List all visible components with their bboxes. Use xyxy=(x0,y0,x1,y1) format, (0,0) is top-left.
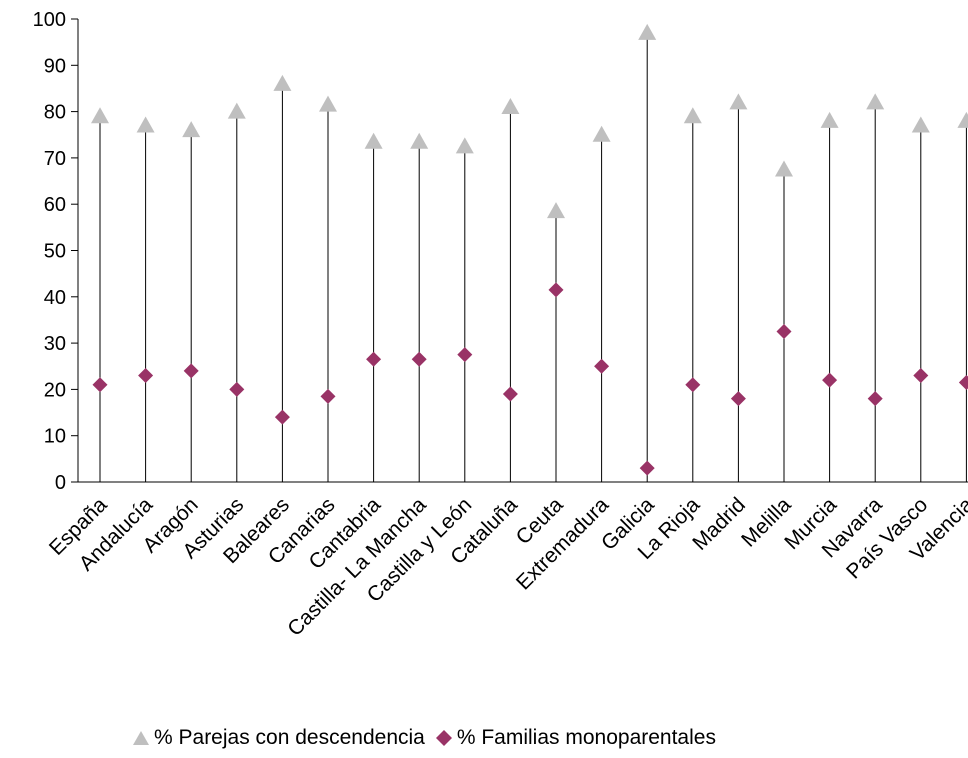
y-tick-label: 40 xyxy=(44,287,66,309)
legend-label-monoparentales: % Familias monoparentales xyxy=(456,726,716,749)
point-parejas xyxy=(957,111,968,128)
y-tick-label: 20 xyxy=(44,379,66,401)
point-monoparentales xyxy=(639,460,655,476)
x-category-label: Madrid xyxy=(688,493,750,555)
point-monoparentales xyxy=(685,377,701,393)
point-monoparentales xyxy=(457,347,473,363)
diamond-icon xyxy=(435,730,452,746)
point-monoparentales xyxy=(411,351,427,367)
point-monoparentales xyxy=(274,409,290,425)
point-parejas xyxy=(729,93,748,110)
point-parejas xyxy=(319,95,337,112)
point-parejas xyxy=(136,116,155,133)
y-tick-label: 90 xyxy=(44,55,66,77)
y-tick-label: 100 xyxy=(33,9,66,31)
y-tick-label: 70 xyxy=(44,148,66,170)
point-parejas xyxy=(683,107,702,124)
point-parejas xyxy=(91,107,109,124)
point-monoparentales xyxy=(229,381,245,397)
y-tick-label: 50 xyxy=(44,241,66,263)
point-parejas xyxy=(547,202,565,219)
legend-label-parejas: % Parejas con descendencia xyxy=(154,726,425,749)
y-tick-label: 80 xyxy=(44,102,66,124)
point-monoparentales xyxy=(958,374,968,390)
point-parejas xyxy=(911,116,930,133)
point-monoparentales xyxy=(730,391,746,407)
legend-marker-triangle xyxy=(133,731,149,745)
point-parejas xyxy=(273,74,292,91)
point-parejas xyxy=(592,125,611,142)
point-monoparentales xyxy=(92,377,108,393)
triangle-icon xyxy=(133,731,149,745)
y-tick-label: 30 xyxy=(44,333,66,355)
legend-marker-diamond xyxy=(435,730,452,746)
point-monoparentales xyxy=(822,372,838,388)
point-monoparentales xyxy=(502,386,518,402)
y-tick-label: 0 xyxy=(55,472,66,494)
point-monoparentales xyxy=(594,358,610,374)
point-monoparentales xyxy=(548,282,564,298)
point-parejas xyxy=(227,102,246,119)
point-parejas xyxy=(182,121,201,138)
point-monoparentales xyxy=(138,368,154,384)
point-parejas xyxy=(410,132,429,149)
point-parejas xyxy=(866,93,885,110)
legend-item-parejas: % Parejas con descendencia xyxy=(132,726,425,750)
point-monoparentales xyxy=(366,351,382,367)
plot-area: 0102030405060708090100EspañaAndalucíaAra… xyxy=(33,9,968,641)
point-monoparentales xyxy=(867,391,883,407)
point-monoparentales xyxy=(320,388,336,404)
y-tick-label: 60 xyxy=(44,194,66,216)
point-parejas xyxy=(455,137,474,154)
point-monoparentales xyxy=(183,363,199,379)
point-parejas xyxy=(364,132,383,149)
point-parejas xyxy=(501,97,520,114)
chart: 0102030405060708090100EspañaAndalucíaAra… xyxy=(33,9,968,641)
legend-item-monoparentales: % Familias monoparentales xyxy=(435,726,716,750)
y-tick-label: 10 xyxy=(44,426,66,448)
point-monoparentales xyxy=(776,324,792,340)
point-parejas xyxy=(820,111,839,128)
legend: % Parejas con descendencia % Familias mo… xyxy=(132,726,726,750)
point-monoparentales xyxy=(913,368,929,384)
point-parejas xyxy=(775,160,793,177)
point-parejas xyxy=(638,23,657,40)
